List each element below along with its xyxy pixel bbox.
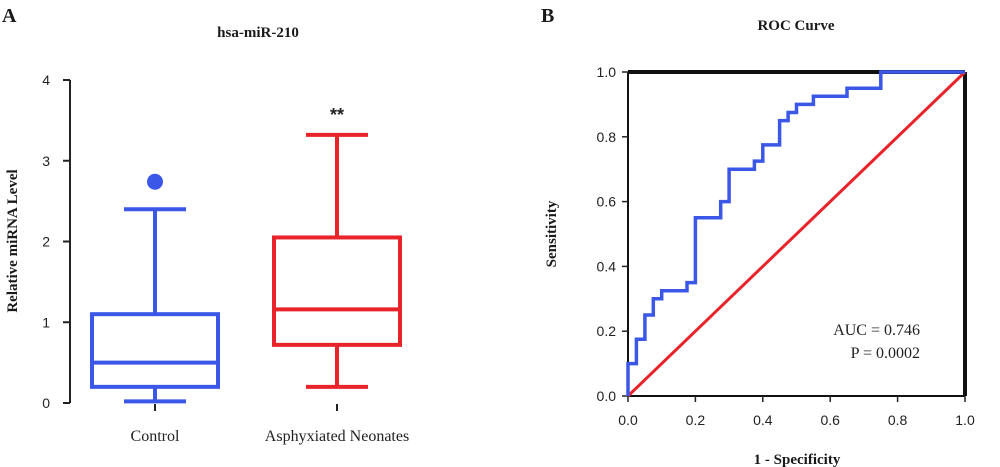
panel-a-y-axis-label: Relative miRNA Level (5, 169, 21, 312)
panel-letter-a: A (2, 5, 17, 27)
panel-a-y-tick-label: 2 (42, 234, 50, 250)
panel-b-title: ROC Curve (757, 18, 834, 34)
outlier-point (147, 173, 163, 190)
panel-a-y-tick-label: 1 (42, 314, 50, 330)
panel-b-x-axis-label: 1 - Specificity (754, 452, 841, 467)
panel-a-category-label: Control (131, 428, 180, 445)
panel-b-x-tick-label: 1.0 (955, 412, 975, 428)
panel-a-title: hsa-miR-210 (217, 25, 299, 41)
panel-b-y-tick-label: 0.4 (597, 258, 617, 274)
panel-b-marks (626, 70, 967, 398)
box-iqr (90, 312, 220, 389)
panel-b-y-tick-label: 1.0 (597, 64, 617, 80)
panel-a-marks: ** (90, 105, 402, 404)
p-value-annotation: P = 0.0002 (851, 345, 920, 362)
panel-a-y-tick-label: 4 (42, 72, 50, 88)
significance-marker: ** (330, 105, 344, 125)
box-iqr (272, 235, 402, 347)
panel-b-y-tick-label: 0.2 (597, 323, 617, 339)
panel-a-axes: 0 1 2 3 4 Control Asphyxiated Neonates (42, 72, 409, 445)
panel-a-category-label: Asphyxiated Neonates (265, 428, 409, 445)
panel-b-x-tick-label: 0.4 (753, 412, 773, 428)
panel-b-x-tick-label: 0.8 (888, 412, 908, 428)
panel-b-y-tick-label: 0.6 (597, 194, 617, 210)
panel-b-x-tick-label: 0.2 (686, 412, 706, 428)
panel-b-y-tick-label: 0.8 (597, 129, 617, 145)
panel-b-roc-plot: B ROC Curve Sensitivity 1 - Specificity … (541, 5, 975, 467)
panel-letter-b: B (541, 5, 554, 27)
panel-b-y-tick-label: 0.0 (597, 388, 617, 404)
panel-b-y-axis-label: Sensitivity (544, 200, 560, 267)
roc-curve-line (626, 70, 965, 396)
panel-a-y-tick-label: 3 (42, 153, 50, 169)
panel-b-x-tick-label: 0.6 (820, 412, 840, 428)
panel-a-y-tick-label: 0 (42, 395, 50, 411)
auc-annotation: AUC = 0.746 (833, 322, 920, 339)
reference-diagonal-line (626, 70, 967, 398)
panel-a-box-plot: A hsa-miR-210 Relative miRNA Level 0 1 2 3 4… (2, 5, 409, 445)
panel-b-x-tick-label: 0.0 (618, 412, 638, 428)
